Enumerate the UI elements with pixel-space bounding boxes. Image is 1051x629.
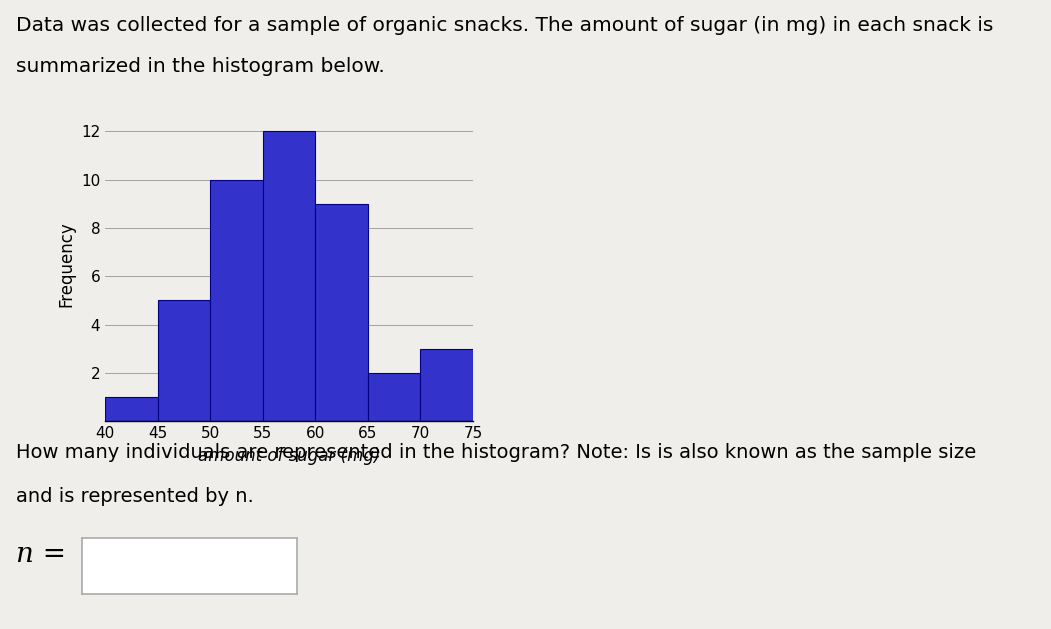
Bar (263, 131, 315, 421)
Bar (315, 204, 368, 421)
Bar (210, 179, 263, 421)
Text: How many individuals are represented in the histogram? Note: Is is also known as: How many individuals are represented in … (16, 443, 976, 462)
Bar (158, 301, 210, 421)
Text: and is represented by n.: and is represented by n. (16, 487, 253, 506)
Text: summarized in the histogram below.: summarized in the histogram below. (16, 57, 385, 75)
Y-axis label: Frequency: Frequency (58, 221, 76, 307)
Text: Data was collected for a sample of organic snacks. The amount of sugar (in mg) i: Data was collected for a sample of organ… (16, 16, 993, 35)
Bar (105, 398, 158, 421)
X-axis label: amount of sugar (mg): amount of sugar (mg) (198, 447, 380, 465)
Bar (368, 373, 420, 421)
Text: n =: n = (16, 541, 66, 568)
Bar (420, 349, 473, 421)
